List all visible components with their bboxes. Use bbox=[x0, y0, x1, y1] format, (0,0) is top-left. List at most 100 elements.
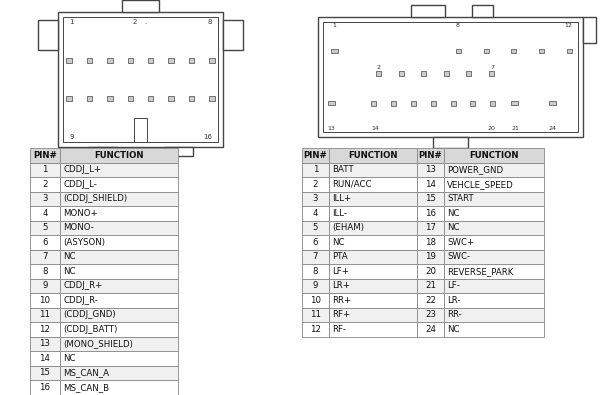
Text: NC: NC bbox=[332, 238, 344, 247]
Text: 5: 5 bbox=[313, 223, 318, 232]
Text: 16: 16 bbox=[40, 383, 50, 392]
Text: (MONO_SHIELD): (MONO_SHIELD) bbox=[63, 339, 133, 348]
Text: 17: 17 bbox=[425, 223, 436, 232]
Bar bbox=[302, 220, 329, 235]
Text: 2: 2 bbox=[42, 180, 48, 189]
Bar bbox=[331, 49, 338, 53]
Text: 14: 14 bbox=[425, 180, 436, 189]
Bar bbox=[107, 96, 113, 101]
Bar bbox=[466, 71, 472, 76]
Bar bbox=[444, 148, 544, 162]
Text: BATT: BATT bbox=[332, 165, 353, 174]
Bar bbox=[60, 293, 178, 307]
Bar bbox=[209, 58, 215, 63]
Bar bbox=[470, 101, 475, 106]
Text: 12: 12 bbox=[40, 325, 50, 334]
Bar bbox=[329, 250, 417, 264]
Text: 9: 9 bbox=[69, 134, 74, 140]
Bar bbox=[329, 206, 417, 220]
Text: MS_CAN_B: MS_CAN_B bbox=[63, 383, 109, 392]
Text: 12: 12 bbox=[564, 23, 572, 28]
Text: FUNCTION: FUNCTION bbox=[469, 151, 519, 160]
Text: RF+: RF+ bbox=[332, 310, 350, 319]
Text: (EHAM): (EHAM) bbox=[332, 223, 364, 232]
Bar bbox=[411, 101, 416, 106]
Text: SWC+: SWC+ bbox=[447, 238, 474, 247]
Bar bbox=[302, 162, 329, 177]
Bar bbox=[329, 307, 417, 322]
Bar bbox=[30, 192, 60, 206]
Bar bbox=[60, 322, 178, 337]
Bar bbox=[417, 206, 444, 220]
Text: 4: 4 bbox=[313, 209, 318, 218]
Bar bbox=[30, 162, 60, 177]
Bar bbox=[86, 58, 92, 63]
Bar bbox=[472, 5, 493, 17]
Bar bbox=[60, 192, 178, 206]
Text: 12: 12 bbox=[310, 325, 321, 334]
Text: (ASYSON): (ASYSON) bbox=[63, 238, 105, 247]
Bar bbox=[30, 365, 60, 380]
Bar bbox=[431, 101, 436, 106]
Text: 22: 22 bbox=[425, 296, 436, 305]
Bar bbox=[444, 278, 544, 293]
Bar bbox=[329, 322, 417, 337]
Text: 7: 7 bbox=[313, 252, 318, 261]
Text: 14: 14 bbox=[371, 126, 379, 131]
Text: PIN#: PIN# bbox=[304, 151, 328, 160]
Bar bbox=[302, 278, 329, 293]
Text: 16: 16 bbox=[203, 134, 212, 140]
Bar bbox=[444, 206, 544, 220]
Bar bbox=[302, 293, 329, 307]
Bar bbox=[122, 0, 158, 12]
Bar bbox=[451, 101, 455, 106]
Text: MONO-: MONO- bbox=[63, 223, 94, 232]
Text: CDDJ_L+: CDDJ_L+ bbox=[63, 165, 101, 174]
Bar bbox=[329, 235, 417, 250]
Bar bbox=[417, 307, 444, 322]
Bar bbox=[128, 96, 133, 101]
Bar bbox=[444, 235, 544, 250]
Text: 6: 6 bbox=[42, 238, 48, 247]
Bar bbox=[302, 322, 329, 337]
Bar bbox=[189, 58, 194, 63]
Bar bbox=[60, 148, 178, 162]
Bar bbox=[30, 351, 60, 365]
Bar bbox=[302, 235, 329, 250]
Text: 11: 11 bbox=[310, 310, 321, 319]
Text: NC: NC bbox=[63, 252, 76, 261]
Text: 10: 10 bbox=[310, 296, 321, 305]
Bar bbox=[417, 293, 444, 307]
Bar bbox=[88, 147, 118, 156]
Text: 21: 21 bbox=[511, 126, 519, 131]
Bar bbox=[329, 192, 417, 206]
Text: PIN#: PIN# bbox=[419, 151, 442, 160]
Bar bbox=[444, 293, 544, 307]
Text: LR-: LR- bbox=[447, 296, 461, 305]
Text: PIN#: PIN# bbox=[33, 151, 57, 160]
Bar bbox=[302, 148, 329, 162]
Bar bbox=[456, 49, 461, 53]
Text: 8: 8 bbox=[208, 19, 212, 25]
Text: LR+: LR+ bbox=[332, 281, 350, 290]
Bar bbox=[417, 148, 444, 162]
Text: 6: 6 bbox=[313, 238, 318, 247]
Text: 8: 8 bbox=[313, 267, 318, 276]
Bar bbox=[30, 220, 60, 235]
Text: RF-: RF- bbox=[332, 325, 346, 334]
Text: CDDJ_R+: CDDJ_R+ bbox=[63, 281, 103, 290]
Bar bbox=[417, 192, 444, 206]
Bar bbox=[417, 235, 444, 250]
Bar bbox=[30, 307, 60, 322]
Bar bbox=[391, 101, 396, 106]
Bar bbox=[30, 235, 60, 250]
Text: POWER_GND: POWER_GND bbox=[447, 165, 503, 174]
Bar bbox=[318, 17, 583, 137]
Text: .: . bbox=[145, 19, 147, 25]
Text: 21: 21 bbox=[425, 281, 436, 290]
Bar bbox=[433, 137, 468, 148]
Text: CDDJ_L-: CDDJ_L- bbox=[63, 180, 97, 189]
Bar bbox=[444, 264, 544, 278]
Bar bbox=[148, 96, 154, 101]
Text: RUN/ACC: RUN/ACC bbox=[332, 180, 371, 189]
